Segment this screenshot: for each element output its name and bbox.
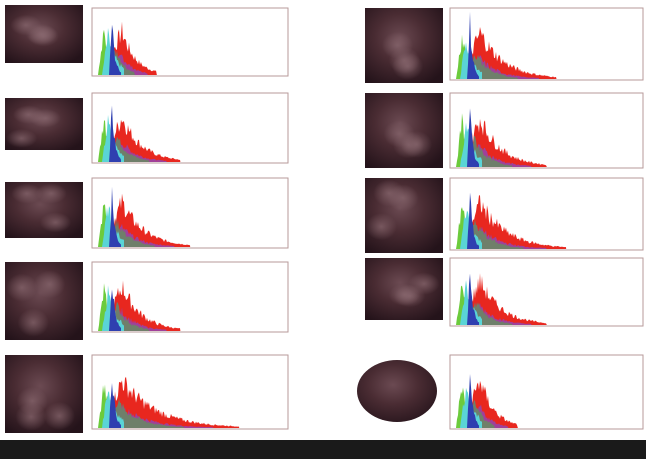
texture-spot bbox=[39, 212, 72, 233]
texture-spot bbox=[29, 108, 61, 128]
blue-channel bbox=[467, 373, 479, 428]
blue-channel bbox=[109, 383, 121, 428]
texture-spot bbox=[17, 308, 49, 337]
texture-patch bbox=[357, 360, 437, 422]
bottom-bar bbox=[0, 440, 646, 459]
texture-spot bbox=[33, 270, 66, 299]
cyan-channel bbox=[102, 285, 124, 331]
histograms bbox=[91, 7, 644, 430]
texture-spot bbox=[15, 402, 47, 431]
blue-channel bbox=[109, 289, 121, 331]
blue-channel bbox=[467, 108, 479, 167]
texture-spot bbox=[400, 130, 433, 158]
blue-channel bbox=[467, 192, 479, 249]
texture-spot bbox=[388, 283, 420, 306]
green-channel bbox=[98, 283, 122, 331]
blue-channel bbox=[467, 273, 479, 325]
texture-spot bbox=[365, 213, 397, 241]
texture-spot bbox=[25, 23, 57, 45]
texture-spot bbox=[387, 184, 419, 212]
green-channel bbox=[456, 113, 480, 167]
texture-patches bbox=[5, 5, 443, 433]
texture-spot bbox=[35, 183, 67, 204]
texture-spot bbox=[388, 46, 420, 74]
texture-spot bbox=[11, 183, 43, 204]
cyan-channel bbox=[102, 206, 124, 247]
blue-channel bbox=[109, 105, 121, 162]
blue-channel bbox=[109, 186, 121, 247]
texture-spot bbox=[6, 128, 38, 148]
texture-spot bbox=[6, 273, 38, 302]
cyan-channel bbox=[460, 280, 482, 325]
texture-spot bbox=[43, 401, 76, 430]
blue-channel bbox=[109, 24, 121, 75]
blue-channel bbox=[467, 11, 479, 79]
